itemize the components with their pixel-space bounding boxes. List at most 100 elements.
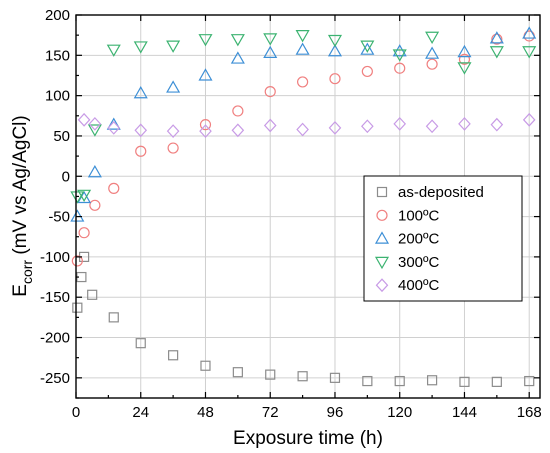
circle-point <box>89 199 101 211</box>
x-tick-label: 144 <box>452 404 477 421</box>
x-tick-label: 24 <box>132 404 149 421</box>
series-square <box>72 251 535 387</box>
circle-point <box>232 105 244 117</box>
y-tick-labels: -250 -200 -150 -100 -50 0 50 100 150 200 <box>40 7 70 387</box>
triangle-up-point <box>457 44 472 58</box>
x-tick-label: 72 <box>262 404 279 421</box>
triangle-down-point <box>230 34 245 47</box>
circle-point <box>71 255 83 267</box>
square-point <box>265 369 276 380</box>
circle-point <box>491 33 503 45</box>
triangle-down-point <box>106 44 121 57</box>
circle-point <box>458 53 471 65</box>
x-tick-label: 96 <box>327 404 344 421</box>
diamond-point <box>522 112 536 127</box>
x-axis-title: Exposure time (h) <box>233 428 383 449</box>
diamond-point <box>425 119 439 134</box>
triangle-down-point <box>457 62 472 75</box>
y-axis-title: Ecorr (mV vs Ag/AgCl) <box>10 115 35 296</box>
y-tick-label: 100 <box>45 88 70 105</box>
triangle-up-point <box>166 80 181 93</box>
diamond-point <box>263 118 277 133</box>
legend-label: 400ºC <box>398 277 440 294</box>
triangle-down-point <box>166 40 181 53</box>
triangle-down-point <box>425 31 440 44</box>
circle-point <box>329 73 341 85</box>
legend-marker-square <box>376 186 388 198</box>
y-tick-label: 0 <box>62 168 70 185</box>
diamond-point <box>296 122 309 137</box>
triangle-up-point <box>230 51 245 64</box>
triangle-down-point <box>327 34 343 48</box>
x-tick-label: 0 <box>72 404 80 421</box>
legend-marker-circle <box>376 209 388 221</box>
circle-point <box>394 62 406 74</box>
square-point <box>459 376 470 387</box>
x-tick-labels: 0 24 48 72 96 120 144 168 <box>72 404 542 421</box>
triangle-down-point <box>360 40 375 53</box>
circle-point <box>108 182 120 194</box>
data-points <box>70 26 537 387</box>
diamond-point <box>107 120 121 135</box>
triangle-down-point <box>295 30 310 43</box>
legend-label: 300ºC <box>398 254 440 271</box>
legend-marker-triangle-down <box>374 256 390 270</box>
diamond-point <box>231 123 245 138</box>
triangle-up-point <box>106 117 121 130</box>
diamond-point <box>134 123 148 138</box>
diamond-point <box>199 124 212 138</box>
diamond-point <box>328 120 342 135</box>
triangle-up-point <box>489 31 504 44</box>
square-point <box>362 375 373 387</box>
triangle-up-point <box>70 209 85 222</box>
legend-label: 100ºC <box>398 207 440 224</box>
triangle-down-point <box>392 49 407 62</box>
square-point <box>524 375 535 387</box>
square-point <box>72 302 83 313</box>
y-tick-label: 200 <box>45 7 70 24</box>
square-point <box>297 371 308 382</box>
triangle-down-point <box>133 41 148 54</box>
legend-marker-diamond <box>375 278 389 293</box>
triangle-up-point <box>425 46 440 59</box>
diamond-point <box>458 116 471 131</box>
triangle-up-point <box>198 68 213 81</box>
series-diamond <box>77 112 536 138</box>
circle-point <box>426 58 438 70</box>
y-tick-label: -250 <box>40 370 70 387</box>
triangle-down-point <box>70 191 85 204</box>
triangle-up-point <box>87 165 102 178</box>
square-point <box>108 312 119 323</box>
triangle-up-point <box>522 26 537 39</box>
triangle-up-point <box>295 42 310 55</box>
legend-box <box>363 175 523 302</box>
circle-point <box>135 145 147 157</box>
series-triangle-down <box>70 30 537 204</box>
square-point <box>491 376 502 387</box>
x-tick-label: 120 <box>387 404 412 421</box>
diamond-point <box>166 124 180 138</box>
triangle-up-point <box>133 86 148 99</box>
y-tick-label: -100 <box>40 249 70 266</box>
triangle-down-point <box>522 46 537 59</box>
square-point <box>329 372 341 383</box>
triangle-down-point <box>77 189 92 203</box>
circle-point <box>297 76 309 88</box>
legend-label: as-deposited <box>398 184 484 201</box>
square-point <box>394 375 405 387</box>
triangle-up-point <box>360 42 375 55</box>
square-point <box>426 375 438 386</box>
circle-point <box>264 85 276 98</box>
diamond-point <box>393 116 407 131</box>
square-point <box>200 360 211 371</box>
circle-point <box>167 142 179 154</box>
diamond-point <box>361 119 374 134</box>
legend: as-deposited 100ºC 200ºC 300ºC 400ºC <box>363 175 523 302</box>
triangle-up-point <box>327 44 343 57</box>
y-tick-label: -200 <box>40 330 70 347</box>
series-circle <box>71 30 535 267</box>
triangle-down-point <box>198 34 213 47</box>
triangle-up-point <box>77 190 92 204</box>
legend-label: 200ºC <box>398 231 440 248</box>
